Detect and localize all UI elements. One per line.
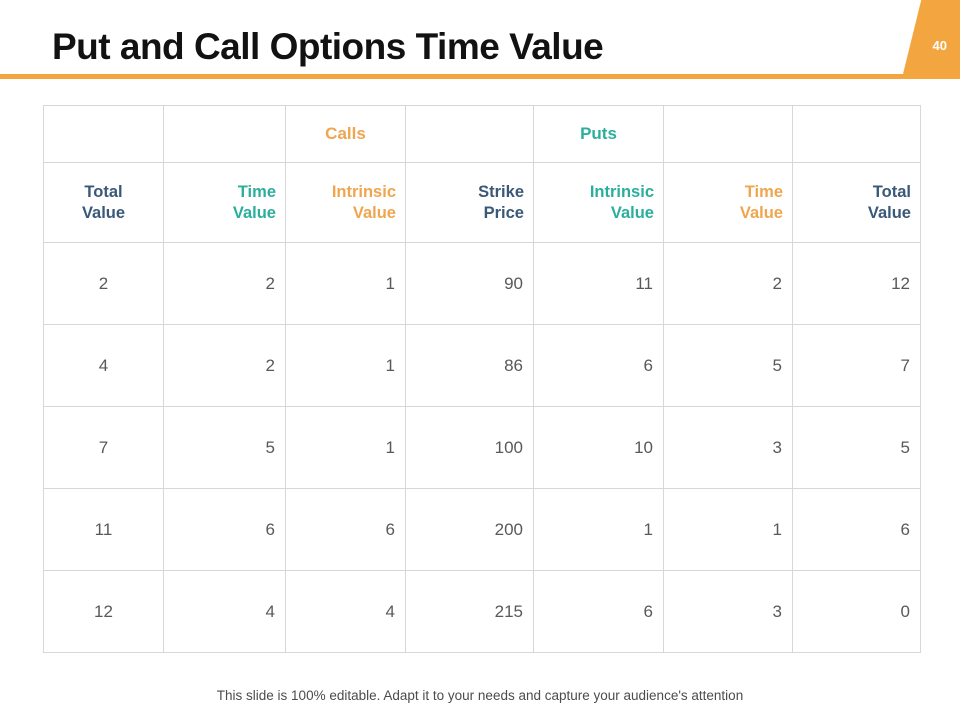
footer-note: This slide is 100% editable. Adapt it to… <box>216 688 744 703</box>
table-cell: 1 <box>533 488 664 571</box>
column-header-time-value-right: Time Value <box>663 162 793 243</box>
table-cell: 4 <box>163 570 286 653</box>
table-cell: 215 <box>405 570 534 653</box>
table-cell: 1 <box>663 488 793 571</box>
puts-group-header: Puts <box>533 105 664 163</box>
table-cell: 2 <box>663 242 793 325</box>
table-cell: 6 <box>533 324 664 407</box>
table-cell: 100 <box>405 406 534 489</box>
table-cell: 2 <box>163 242 286 325</box>
table-cell: 6 <box>163 488 286 571</box>
column-header-intrinsic-value-left: Intrinsic Value <box>285 162 406 243</box>
table-cell: 6 <box>533 570 664 653</box>
table-cell: 7 <box>43 406 164 489</box>
column-header-total-value-left: Total Value <box>43 162 164 243</box>
options-table: Calls Puts Total Value Time Value Intrin… <box>43 105 921 653</box>
column-header-strike-price: Strike Price <box>405 162 534 243</box>
table-row: 11 6 6 200 1 1 6 <box>43 488 921 571</box>
column-header-row: Total Value Time Value Intrinsic Value S… <box>43 162 921 243</box>
table-cell: 2 <box>43 242 164 325</box>
table-cell: 11 <box>533 242 664 325</box>
table-cell: 10 <box>533 406 664 489</box>
empty-cell <box>43 105 164 163</box>
table-row: 4 2 1 86 6 5 7 <box>43 324 921 407</box>
table-cell: 1 <box>285 242 406 325</box>
table-cell: 5 <box>163 406 286 489</box>
table-cell: 12 <box>792 242 921 325</box>
column-header-total-value-right: Total Value <box>792 162 921 243</box>
page-title: Put and Call Options Time Value <box>52 26 604 67</box>
table-cell: 4 <box>43 324 164 407</box>
table-row: 7 5 1 100 10 3 5 <box>43 406 921 489</box>
empty-cell <box>163 105 286 163</box>
table-cell: 7 <box>792 324 921 407</box>
table-cell: 200 <box>405 488 534 571</box>
table-cell: 5 <box>792 406 921 489</box>
table-cell: 6 <box>285 488 406 571</box>
table-cell: 0 <box>792 570 921 653</box>
table-row: 12 4 4 215 6 3 0 <box>43 570 921 653</box>
table-cell: 3 <box>663 570 793 653</box>
empty-cell <box>792 105 921 163</box>
empty-cell <box>663 105 793 163</box>
column-header-time-value-left: Time Value <box>163 162 286 243</box>
table-cell: 5 <box>663 324 793 407</box>
table-cell: 12 <box>43 570 164 653</box>
table-cell: 2 <box>163 324 286 407</box>
column-header-intrinsic-value-right: Intrinsic Value <box>533 162 664 243</box>
table-cell: 3 <box>663 406 793 489</box>
title-underline <box>0 74 960 79</box>
table-cell: 86 <box>405 324 534 407</box>
calls-group-header: Calls <box>285 105 406 163</box>
table-cell: 11 <box>43 488 164 571</box>
empty-cell <box>405 105 534 163</box>
table-cell: 90 <box>405 242 534 325</box>
table-cell: 1 <box>285 406 406 489</box>
table-cell: 1 <box>285 324 406 407</box>
page-number: 40 <box>932 38 947 53</box>
table-cell: 6 <box>792 488 921 571</box>
table-cell: 4 <box>285 570 406 653</box>
table-row: 2 2 1 90 11 2 12 <box>43 242 921 325</box>
group-header-row: Calls Puts <box>43 105 921 163</box>
page-number-badge: 40 <box>903 0 960 74</box>
